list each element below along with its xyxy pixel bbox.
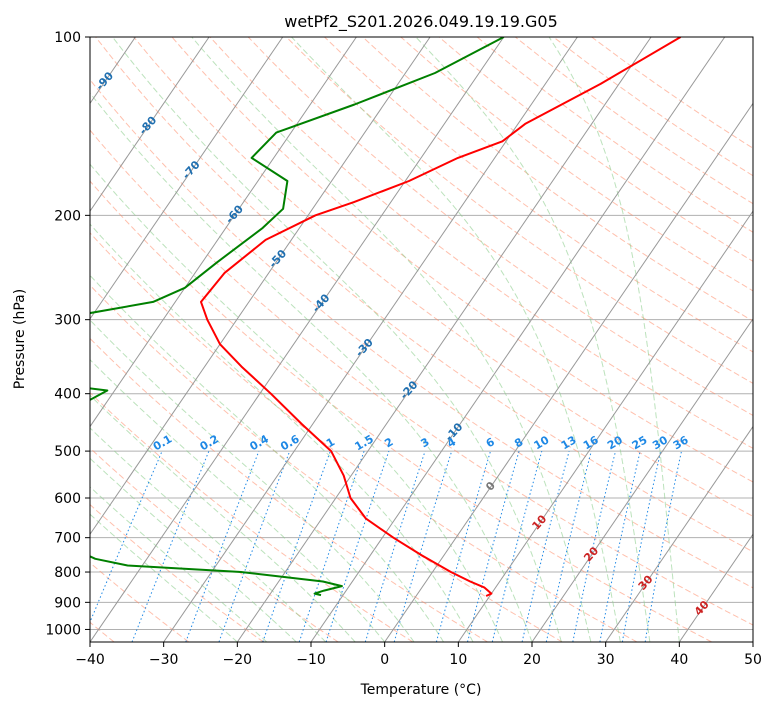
x-tick-label: 20 (523, 652, 541, 668)
isotherm-line (384, 102, 753, 642)
dry-adiabat-line (90, 232, 638, 642)
moist-adiabat-line (90, 92, 533, 642)
y-tick-label: 200 (54, 208, 81, 224)
y-tick-label: 600 (54, 491, 81, 507)
moist-adiabat-line (90, 358, 386, 642)
mixing-ratio-line (435, 450, 491, 642)
y-tick-label: 100 (54, 30, 81, 46)
moist-adiabat-line (112, 37, 562, 642)
y-tick-label: 500 (54, 444, 81, 460)
mixing-ratio-line (218, 450, 291, 642)
mixing-ratio-line (572, 450, 616, 642)
isotherm-line (90, 37, 357, 428)
dry-adiabat-line (400, 37, 753, 292)
mixing-ratio-line (364, 450, 426, 642)
moist-adiabat-line (291, 37, 621, 642)
dry-adiabats (90, 37, 753, 642)
moist-adiabat-line (90, 394, 356, 642)
dry-adiabat-line (90, 562, 190, 642)
isotherm-line (236, 37, 652, 642)
y-tick-label: 300 (54, 313, 81, 329)
dry-adiabat-line (90, 129, 753, 626)
sounding-traces (90, 37, 682, 597)
x-axis: −40 −30 −20 −10 0 10 20 30 40 50 (75, 642, 762, 668)
isotherm-line (90, 37, 210, 213)
dry-adiabat-line (95, 37, 753, 553)
isotherm-line (90, 37, 431, 536)
dry-adiabat-line (90, 78, 753, 589)
dry-adiabat-line (247, 37, 753, 417)
isotherm-lines (90, 37, 753, 642)
x-tick-label: 30 (597, 652, 615, 668)
y-axis-label: Pressure (hPa) (12, 289, 28, 389)
dry-adiabat-line (90, 284, 563, 642)
moist-adiabat-line (191, 37, 592, 642)
moist-adiabat-line (90, 513, 238, 642)
x-tick-label: −30 (149, 652, 179, 668)
plot-area: -100-90-80-70-60-50-40-30-20-10010203040… (90, 37, 753, 642)
dry-adiabat-line (133, 37, 753, 517)
chart-title: wetPf2_S201.2026.049.19.19.G05 (284, 12, 558, 32)
isotherm-line (605, 425, 753, 642)
isotherm-line (310, 37, 726, 642)
x-tick-label: 10 (449, 652, 467, 668)
mixing-ratio-line (131, 450, 210, 642)
mixing-ratio-line (262, 450, 331, 642)
mixing-ratio-line (467, 450, 520, 642)
mixing-ratio-line (185, 450, 260, 642)
dewpoint-trace (90, 37, 505, 597)
dry-adiabat-line (324, 37, 753, 353)
mixing-ratio-line (325, 450, 390, 642)
y-tick-label: 800 (54, 565, 81, 581)
mixing-ratio-line (545, 450, 592, 642)
isotherm-line (90, 37, 284, 320)
mixing-ratio-line (298, 450, 365, 642)
isotherm-line (678, 533, 753, 642)
moist-adiabat-line (415, 37, 651, 642)
x-tick-label: 0 (380, 652, 389, 668)
dry-adiabat-line (90, 180, 712, 642)
moist-adiabat-line (548, 37, 680, 642)
plot-frame (89, 36, 754, 643)
x-tick-label: −20 (223, 652, 253, 668)
x-axis-label: Temperature (°C) (360, 682, 482, 698)
mixing-ratio-lines (90, 450, 682, 642)
moist-adiabat-line (90, 163, 503, 642)
dry-adiabat-line (209, 37, 753, 449)
x-tick-label: −10 (296, 652, 326, 668)
moist-adiabat-line (90, 223, 474, 642)
isotherm-line (90, 37, 505, 642)
mixing-ratio-line (521, 450, 570, 642)
x-tick-label: −40 (75, 652, 105, 668)
temperature-trace (200, 37, 682, 597)
y-tick-label: 1000 (45, 622, 81, 638)
moist-adiabats (90, 37, 680, 642)
isotherm-line (457, 210, 753, 642)
isotherm-line (531, 317, 753, 642)
y-axis: 100 200 300 400 500 600 700 800 900 1000 (45, 30, 90, 638)
y-tick-label: 400 (54, 387, 81, 403)
moist-adiabat-line (90, 274, 445, 642)
pressure-gridlines (90, 37, 753, 630)
x-tick-label: 50 (744, 652, 762, 668)
mixing-ratio-line (90, 450, 163, 624)
y-tick-label: 900 (54, 595, 81, 611)
y-tick-label: 700 (54, 531, 81, 547)
x-tick-label: 40 (670, 652, 688, 668)
